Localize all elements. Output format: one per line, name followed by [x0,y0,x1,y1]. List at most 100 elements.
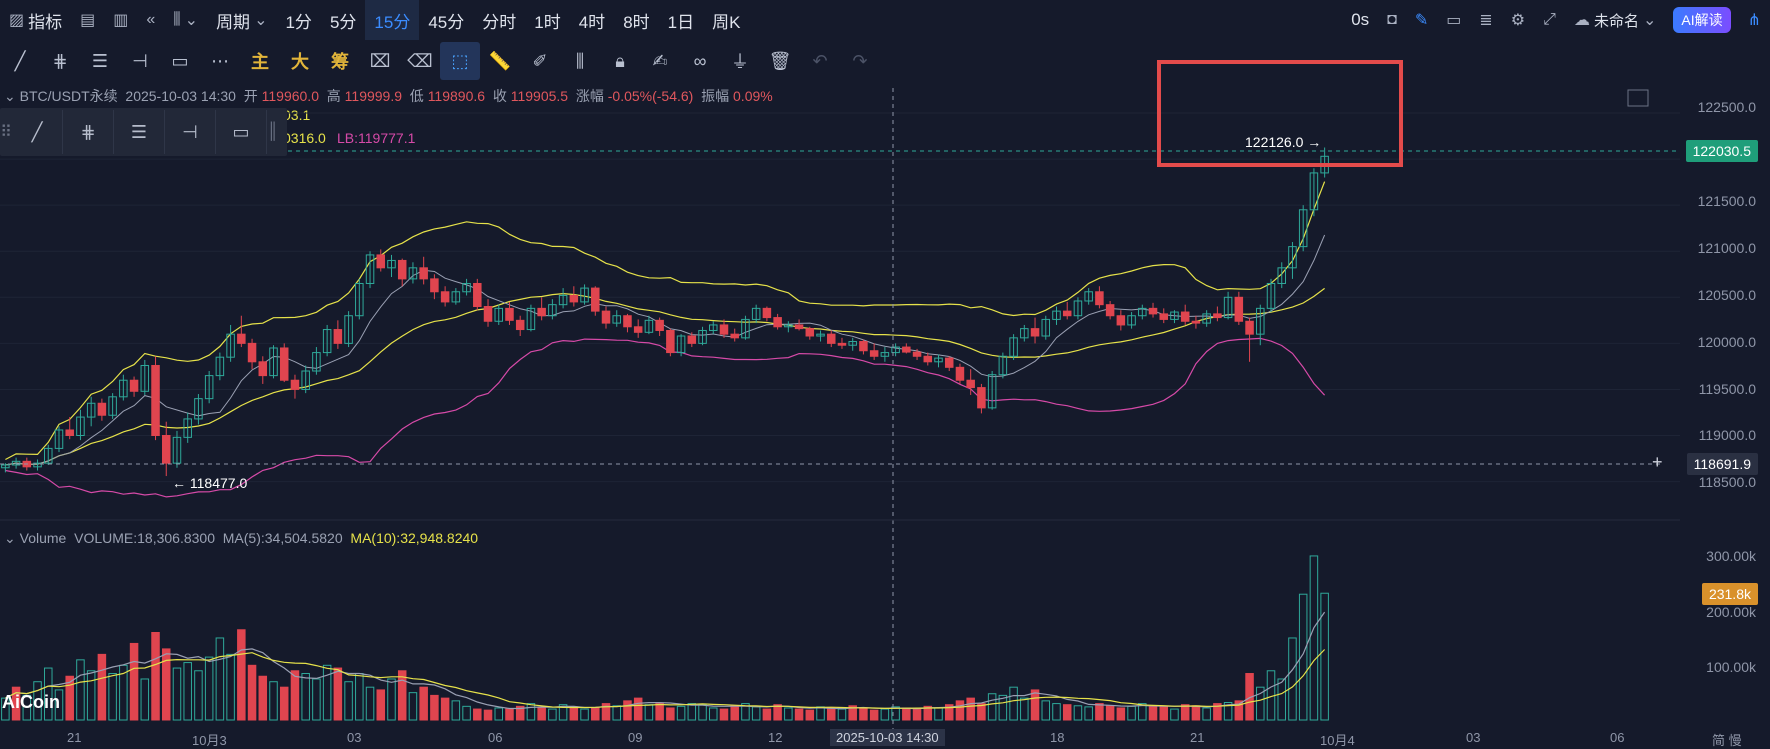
close-label: 收 [492,88,507,104]
float-trendline-button[interactable]: ╱ [12,110,63,154]
undo-button[interactable]: ↶ [800,42,840,80]
period-dropdown[interactable]: 周期 ⌄ [207,0,276,40]
trendline-tool[interactable]: ╱ [0,42,40,80]
draw-toggle-button[interactable]: ✎ [1406,0,1437,40]
drag-handle-icon[interactable]: ⠿ [0,124,12,141]
float-fib-button[interactable]: ☰ [114,110,165,154]
candle-body [1073,300,1083,317]
add-alert-icon[interactable]: + [1652,452,1663,472]
magnet-tool[interactable]: ⌧ [360,42,400,80]
drag-handle-icon[interactable]: ║ [267,123,279,140]
interval-timeshare[interactable]: 分时 [482,12,517,32]
cloud-icon: ☁ [1573,12,1590,29]
lock-tool[interactable]: 🔒︎ [600,42,640,80]
rectangle-tool[interactable]: ▭ [160,42,200,80]
interval-8h[interactable]: 8时 [623,12,650,32]
candlestick-series [1,147,1329,477]
more-tools[interactable]: ⋯ [200,42,240,80]
collapse-volume-icon[interactable]: ⌄ [4,530,16,546]
interval-5m[interactable]: 5分 [329,12,357,32]
candle-body [419,267,428,280]
fullscreen-button[interactable]: ⤢ [1534,0,1565,40]
candle-body [558,294,568,306]
volume-bar [612,705,621,721]
volume-bar [751,706,761,721]
pencil-icon: ✎ [1414,12,1429,29]
ruler-tool[interactable]: 📏 [480,42,520,80]
x-tick: 10月4 [1320,733,1355,748]
volume-bar [1309,555,1319,721]
ohlc-legend: ⌄ BTC/USDT永续 2025-10-03 14:30 开 119960.0… [4,86,773,106]
undo-icon: ↶ [812,50,828,71]
interval-45m[interactable]: 45分 [428,12,465,32]
rewind-button[interactable]: « [137,0,164,40]
candle-body [172,436,182,464]
y-tick-118500: 118500.0 [1698,474,1756,490]
axis-mode-label[interactable]: 简 慢 [1712,733,1742,748]
ai-analysis-button[interactable]: AI解读 [1673,7,1731,33]
eraser-tool[interactable]: ⌫ [400,42,440,80]
volume-bar [944,704,954,721]
list-button[interactable]: ≣ [1470,0,1501,40]
low-marker: ← 118477.0 [172,475,248,491]
layout-button[interactable]: ▥ [104,0,137,40]
float-hline-button[interactable]: ⊣ [165,110,216,154]
screenshot-button[interactable]: ◘ [1378,0,1406,40]
interval-1m[interactable]: 1分 [285,12,312,32]
delete-tool[interactable]: 🗑︎ [760,42,800,80]
candle-body [1213,313,1222,319]
change-label: 涨幅 [575,88,604,104]
interval-week[interactable]: 周K [712,12,741,32]
indicators-button[interactable]: ▨ 指标 [0,0,71,40]
interval-1d[interactable]: 1日 [667,12,695,32]
chart-type-button[interactable]: ⫼ ⌄ [164,0,207,40]
main-indicator-toggle[interactable]: 主 [240,42,280,80]
settings-button[interactable]: ⚙ [1502,0,1534,40]
volume-bar [1041,700,1051,721]
candle-body [1288,246,1297,269]
alert-button[interactable]: ▭ [1437,0,1470,40]
pattern-tool[interactable]: ⫼ [560,42,600,80]
redo-button[interactable]: ↷ [840,42,880,80]
horizontal-line-tool[interactable]: ⊣ [120,42,160,80]
candle-body [655,319,664,331]
volume-bar [183,662,192,721]
candle-body [1245,320,1254,335]
volume-bar [633,697,643,721]
candle-body [1266,282,1276,309]
link-tool[interactable]: ∞ [680,42,720,80]
candle-body [816,333,825,337]
interval-1h[interactable]: 1时 [534,12,561,32]
interval-15m[interactable]: 15分 [365,0,420,40]
boll-upper-line [5,181,1326,461]
select-tool[interactable]: ⬚ [440,42,480,80]
share-button[interactable]: ⋔ [1739,0,1770,40]
candle-body [344,315,353,344]
float-channel-button[interactable]: ⋕ [63,110,114,154]
brush-tool[interactable]: ✐ [520,42,560,80]
rewind-icon: « [146,11,156,28]
float-rect-button[interactable]: ▭ [216,110,267,154]
volume-bar [644,704,654,721]
note-tool[interactable]: ✍ [640,42,680,80]
parallel-channel-tool[interactable]: ⋕ [40,42,80,80]
x-tick: 21 [1190,730,1205,745]
calendar-button[interactable]: ▤ [71,0,104,40]
y-tick-121500: 121500.0 [1697,193,1756,209]
candle-body [1,464,10,469]
chip-toggle[interactable]: 筹 [320,42,360,80]
layout-name: 未命名 [1593,12,1639,30]
channel-icon: ⋕ [80,121,96,142]
filter-tool[interactable]: ⏚ [720,42,760,80]
volume-bar [1127,705,1136,721]
candle-body [1041,318,1051,337]
fib-tool[interactable]: ☰ [80,42,120,80]
volume-bar [1202,707,1211,721]
volume-ma10: MA(10):32,948.8240 [350,530,479,546]
collapse-legend-icon[interactable]: ⌄ [4,88,16,104]
trash-icon: 🗑︎ [768,50,792,71]
layout-name-dropdown[interactable]: ☁ 未命名 ⌄ [1565,0,1665,40]
large-order-toggle[interactable]: 大 [280,42,320,80]
volume-bar [805,709,815,721]
interval-4h[interactable]: 4时 [578,12,606,32]
